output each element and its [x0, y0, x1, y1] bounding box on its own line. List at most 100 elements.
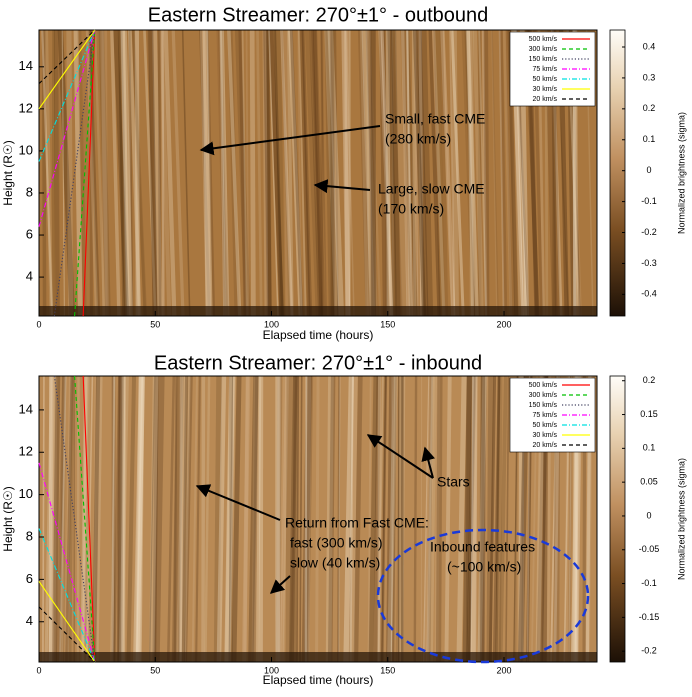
heatmap-streak — [282, 30, 291, 316]
heatmap-streak — [433, 30, 441, 316]
heatmap-streak — [159, 30, 172, 316]
y-tick-label: 8 — [26, 184, 33, 199]
x-tick-label: 50 — [150, 319, 160, 329]
heatmap-streak — [349, 376, 354, 662]
legend-label: 20 km/s — [532, 96, 557, 103]
heatmap-streak — [289, 30, 304, 316]
legend-label: 300 km/s — [529, 392, 558, 399]
heatmap-streak — [337, 376, 341, 662]
heatmap-streak — [387, 30, 398, 316]
heatmap-streak — [161, 30, 165, 316]
heatmap-streak — [217, 30, 229, 316]
heatmap-dark-band — [39, 652, 597, 662]
speed-line — [38, 29, 96, 85]
heatmap-streak — [420, 30, 434, 316]
legend-box — [509, 31, 596, 107]
colorbar — [609, 29, 626, 317]
heatmap-streak — [357, 30, 371, 316]
heatmap-streak — [456, 376, 467, 662]
heatmap-streak — [470, 376, 478, 662]
heatmap-streak — [245, 30, 250, 316]
heatmap-streak — [163, 30, 177, 316]
heatmap-streak — [216, 376, 227, 662]
heatmap-streak — [126, 376, 137, 662]
heatmap-streak — [268, 30, 285, 316]
heatmap-streak — [241, 376, 251, 662]
heatmap-streak — [305, 376, 308, 662]
speed-line — [53, 375, 96, 663]
colorbar-tick-label: -0.05 — [639, 544, 660, 554]
heatmap-streak — [228, 376, 235, 662]
heatmap-streak — [461, 30, 478, 316]
heatmap-streak — [365, 30, 376, 316]
speed-line — [38, 29, 96, 162]
colorbar-tick-label: 0.1 — [643, 134, 656, 144]
legend-label: 300 km/s — [529, 46, 558, 53]
annotation-arrow — [269, 575, 291, 594]
heatmap-streak — [325, 30, 339, 316]
y-tick-label: 12 — [19, 100, 33, 115]
heatmap-streak — [465, 30, 480, 316]
heatmap-streak — [49, 376, 54, 662]
heatmap-streak — [243, 376, 250, 662]
heatmap-streak — [380, 30, 394, 316]
legend-label: 500 km/s — [529, 382, 558, 389]
heatmap-streak — [118, 376, 129, 662]
heatmap-streak — [280, 30, 294, 316]
heatmap-streak — [149, 376, 159, 662]
heatmap-streak — [368, 30, 382, 316]
heatmap-streak — [466, 376, 476, 662]
annotation-arrow — [421, 446, 436, 479]
heatmap-streak — [56, 376, 66, 662]
heatmap-streak — [434, 376, 441, 662]
y-tick-label: 8 — [26, 528, 33, 543]
heatmap-streak — [131, 30, 148, 316]
heatmap-streak — [52, 30, 55, 316]
heatmap-streak — [366, 30, 377, 316]
x-tick-label: 150 — [380, 319, 395, 329]
heatmap-streak — [227, 30, 242, 316]
heatmap-streak — [183, 376, 193, 662]
heatmap-streak — [120, 30, 130, 316]
heatmap-streak — [99, 30, 110, 316]
heatmap-streak — [480, 376, 487, 662]
annotation-arrow — [199, 125, 381, 156]
speed-line — [74, 29, 96, 317]
heatmap-streak — [274, 30, 286, 316]
x-tick-label: 200 — [496, 665, 511, 675]
heatmap-streak — [117, 30, 129, 316]
heatmap-streak — [481, 30, 488, 316]
heatmap-streak — [497, 376, 503, 662]
heatmap-streak — [365, 30, 378, 316]
legend-box — [509, 377, 596, 453]
speed-line — [38, 606, 96, 663]
heatmap-streak — [303, 376, 312, 662]
legend-label: 50 km/s — [532, 76, 557, 83]
heatmap-streak — [206, 30, 216, 316]
annotation-text: slow (40 km/s) — [290, 555, 380, 571]
heatmap-streak — [173, 376, 178, 662]
heatmap-streak — [495, 376, 501, 662]
legend-label: 500 km/s — [529, 36, 558, 43]
speed-line — [74, 375, 96, 663]
x-tick-label: 150 — [380, 665, 395, 675]
heatmap-streak — [325, 376, 334, 662]
heatmap-streak — [286, 30, 294, 316]
heatmap-streak — [596, 614, 597, 662]
y-axis-label: Height (R☉) — [1, 486, 15, 551]
heatmap-streak — [387, 30, 404, 316]
heatmap-background — [39, 376, 597, 662]
heatmap-streak — [135, 376, 144, 662]
heatmap-streak — [220, 30, 230, 316]
colorbar-tick-label: 0.4 — [643, 41, 656, 51]
heatmap-streak — [46, 376, 55, 662]
heatmap-streak — [128, 30, 134, 316]
speed-line — [38, 581, 96, 663]
annotation-text: (~100 km/s) — [447, 559, 521, 575]
heatmap-streak — [131, 30, 147, 316]
heatmap-streak — [469, 30, 478, 316]
heatmap-streak — [85, 30, 99, 316]
heatmap-streak — [48, 376, 53, 662]
heatmap-streak — [228, 376, 233, 662]
heatmap-streak — [224, 376, 236, 662]
